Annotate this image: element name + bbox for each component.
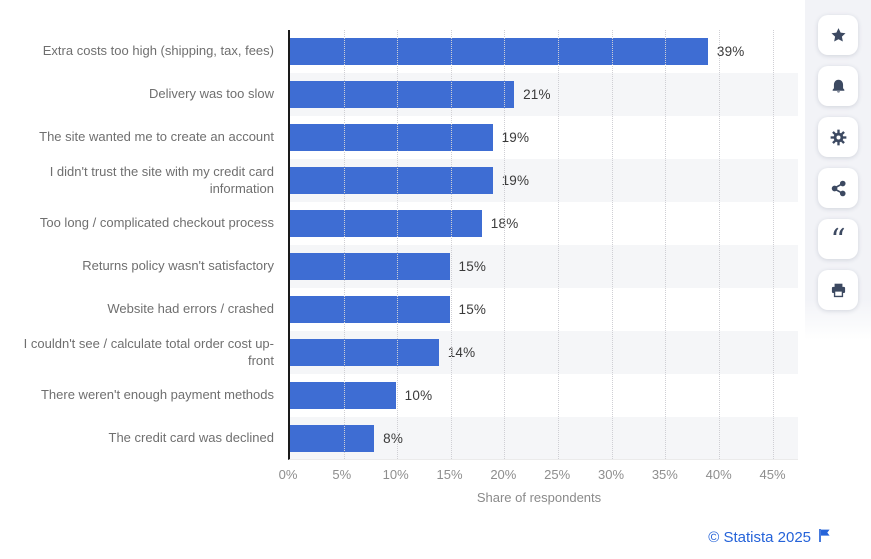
bar bbox=[288, 167, 493, 194]
plot-cell: 18% bbox=[288, 202, 798, 245]
value-label: 19% bbox=[501, 173, 530, 188]
bar bbox=[288, 382, 396, 409]
plot-cell: 14% bbox=[288, 331, 798, 374]
category-label: I couldn't see / calculate total order c… bbox=[23, 335, 274, 368]
settings-button[interactable] bbox=[818, 117, 858, 157]
value-label: 15% bbox=[458, 302, 487, 317]
chart-row: The site wanted me to create an account 1… bbox=[8, 116, 798, 159]
share-button[interactable] bbox=[818, 168, 858, 208]
x-tick-label: 10% bbox=[382, 467, 409, 482]
bar bbox=[288, 425, 375, 452]
plot-cell: 8% bbox=[288, 417, 798, 460]
copyright-text: © Statista 2025 bbox=[708, 529, 811, 546]
plot-cell: 19% bbox=[288, 116, 798, 159]
bar-rows: Extra costs too high (shipping, tax, fee… bbox=[8, 30, 798, 460]
category-label: Website had errors / crashed bbox=[107, 301, 274, 317]
value-label: 19% bbox=[501, 130, 530, 145]
value-label: 18% bbox=[490, 216, 519, 231]
chart-row: Returns policy wasn't satisfactory 15% bbox=[8, 245, 798, 288]
x-tick-label: 40% bbox=[705, 467, 732, 482]
chart-row: I didn't trust the site with my credit c… bbox=[8, 159, 798, 202]
plot-cell: 39% bbox=[288, 30, 798, 73]
chart-row: Too long / complicated checkout process 1… bbox=[8, 202, 798, 245]
quote-icon: “ bbox=[830, 223, 846, 258]
star-icon bbox=[830, 27, 847, 44]
chart-row: There weren't enough payment methods 10% bbox=[8, 374, 798, 417]
value-label: 21% bbox=[523, 87, 551, 102]
category-label: The credit card was declined bbox=[108, 430, 274, 446]
value-label: 39% bbox=[716, 44, 745, 59]
chart-row: Website had errors / crashed 15% bbox=[8, 288, 798, 331]
bar bbox=[288, 81, 515, 108]
plot-cell: 19% bbox=[288, 159, 798, 202]
printer-icon bbox=[830, 282, 847, 299]
bell-icon bbox=[830, 78, 847, 95]
value-label: 10% bbox=[404, 388, 433, 403]
x-tick-label: 0% bbox=[278, 467, 298, 482]
value-label: 8% bbox=[383, 431, 404, 446]
category-label: Too long / complicated checkout process bbox=[39, 215, 274, 231]
bar bbox=[288, 124, 493, 151]
value-label: 14% bbox=[447, 345, 476, 360]
chart-row: I couldn't see / calculate total order c… bbox=[8, 331, 798, 374]
x-axis-title: Share of respondents bbox=[476, 490, 602, 505]
chart: Extra costs too high (shipping, tax, fee… bbox=[8, 30, 798, 505]
x-tick-label: 15% bbox=[436, 467, 463, 482]
favorite-button[interactable] bbox=[818, 15, 858, 55]
share-icon bbox=[830, 180, 847, 197]
category-label: Returns policy wasn't satisfactory bbox=[82, 258, 274, 274]
category-label: Extra costs too high (shipping, tax, fee… bbox=[42, 43, 274, 59]
print-button[interactable] bbox=[818, 270, 858, 310]
toolbar-strip: “ bbox=[805, 0, 871, 340]
category-label: Delivery was too slow bbox=[149, 86, 274, 102]
category-label: There weren't enough payment methods bbox=[40, 387, 274, 403]
x-tick-label: 5% bbox=[332, 467, 352, 482]
x-tick-label: 45% bbox=[759, 467, 786, 482]
bar bbox=[288, 253, 450, 280]
gear-icon bbox=[830, 129, 847, 146]
plot-cell: 10% bbox=[288, 374, 798, 417]
value-label: 15% bbox=[458, 259, 487, 274]
cite-button[interactable]: “ bbox=[818, 219, 858, 259]
x-tick-label: 20% bbox=[490, 467, 517, 482]
plot-cell: 21% bbox=[288, 73, 798, 116]
category-label: The site wanted me to create an account bbox=[39, 129, 274, 145]
flag-icon bbox=[818, 528, 831, 547]
x-tick-label: 35% bbox=[651, 467, 678, 482]
bar bbox=[288, 38, 708, 65]
bar bbox=[288, 296, 450, 323]
notifications-button[interactable] bbox=[818, 66, 858, 106]
plot-cell: 15% bbox=[288, 288, 798, 331]
chart-row: The credit card was declined 8% bbox=[8, 417, 798, 460]
chart-row: Delivery was too slow 21% bbox=[8, 73, 798, 116]
category-label: I didn't trust the site with my credit c… bbox=[49, 163, 274, 196]
plot-cell: 15% bbox=[288, 245, 798, 288]
x-tick-label: 25% bbox=[544, 467, 571, 482]
chart-row: Extra costs too high (shipping, tax, fee… bbox=[8, 30, 798, 73]
bar bbox=[288, 339, 439, 366]
bar bbox=[288, 210, 482, 237]
x-axis: 0% 5% 10% 15% 20% 25% 30% 35% 40% 45% bbox=[279, 460, 798, 484]
x-tick-label: 30% bbox=[597, 467, 625, 482]
statista-copyright-link[interactable]: © Statista 2025 bbox=[708, 528, 831, 547]
